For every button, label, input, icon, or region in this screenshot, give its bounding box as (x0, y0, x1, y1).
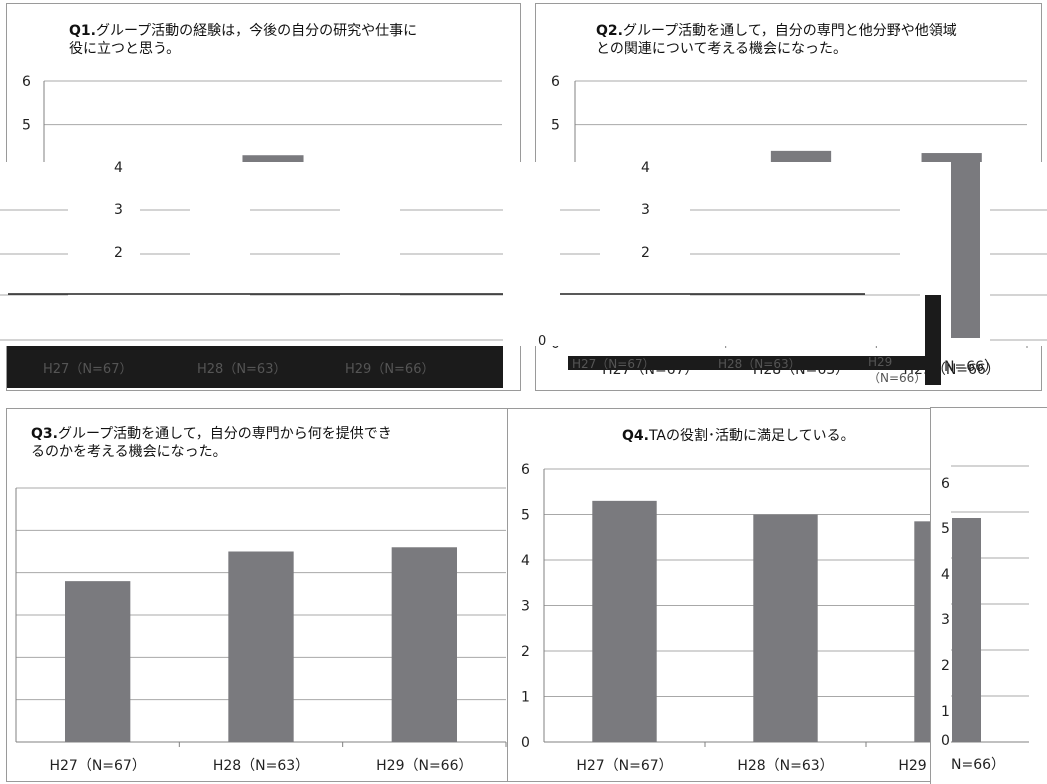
chart-qnum: Q1. (69, 23, 96, 39)
chart-qnum: Q4. (622, 428, 649, 444)
chart-title-line: との関連について考える機会になった。 (596, 41, 848, 57)
inset-tick: 3 (941, 612, 950, 628)
y-tick-label: 5 (521, 508, 530, 524)
inset-bar (952, 518, 981, 742)
strip-label: H29（N=66） (345, 362, 435, 377)
artifact-label-3b: 3 (641, 202, 650, 218)
bar (592, 500, 657, 742)
chart-qnum: Q2. (596, 23, 623, 39)
inset-tick: 6 (941, 476, 950, 492)
chart-title-line: 役に立つと思う。 (69, 41, 181, 57)
y-tick-label: 1 (521, 690, 530, 706)
x-tick-label: H27（N=67） (576, 758, 672, 774)
chart-title-q1: Q1.グループ活動の経験は，今後の自分の研究や仕事に 役に立つと思う。 (69, 22, 417, 58)
strip-label: H28（N=63） (718, 357, 801, 371)
artifact-label-2: 2 (114, 245, 123, 261)
inset-tick: 1 (941, 704, 950, 720)
inset-tick: 0 (941, 733, 950, 749)
x-tick-label: H29（N=66） (376, 758, 472, 774)
chart-title-q4: Q4.TAの役割･活動に満足している。 (622, 427, 855, 445)
bar-chart-q3: H27（N=67） H28（N=63） H29（N=66） (15, 487, 507, 774)
scan-artifact-black-strip: H27（N=67） H28（N=63） H29（N=66） (7, 346, 503, 388)
strip-label: H27（N=67） (43, 362, 133, 377)
artifact-label-2b: 2 (641, 245, 650, 261)
inset-tick: 5 (941, 521, 950, 537)
x-tick-label: H27（N=67） (49, 758, 145, 774)
chart-title-q2: Q2.グループ活動を通して，自分の専門と他分野や他領域 との関連について考える機… (596, 22, 957, 58)
chart-title-line: るのかを考える機会になった。 (31, 444, 227, 460)
chart-title-line: グループ活動を通して，自分の専門と他分野や他領域 (622, 23, 957, 39)
scan-artifact-band: 4 3 2 4 3 2 (0, 160, 1047, 346)
y-tick-label: 0 (521, 735, 530, 751)
strip-label: H29（N=66） (868, 355, 927, 385)
artifact-grid-lines (0, 162, 1047, 341)
y-tick-label: 3 (521, 599, 530, 615)
inset-n66: N=66） (951, 757, 1006, 773)
bar (65, 581, 131, 742)
y-tick-label: 4 (521, 553, 530, 569)
artifact-label-3: 3 (114, 202, 123, 218)
y-tick-label: 6 (521, 462, 530, 478)
y-tick-label: 6 (551, 74, 560, 90)
y-tick-label: 6 (22, 74, 31, 90)
scan-artifact-black-strip-right: H27（N=67） H28（N=63） H29（N=66） (568, 355, 928, 385)
artifact-zero: 0 (538, 334, 547, 349)
strip-label: H28（N=63） (197, 362, 287, 377)
artifact-bar (951, 162, 980, 338)
strip-label: H27（N=67） (572, 357, 655, 371)
y-tick-label: 5 (22, 118, 31, 134)
artifact-n66: N=66） (944, 359, 999, 375)
inset-grid (951, 465, 1029, 743)
artifact-label-4: 4 (114, 160, 123, 176)
chart-title-line: グループ活動の経験は，今後の自分の研究や仕事に (95, 23, 418, 39)
chart-title-line: グループ活動を通して，自分の専門から何を提供でき (57, 426, 392, 442)
y-tick-label: 5 (551, 118, 560, 134)
scan-artifact-inset: 6 5 4 3 2 1 0 N=66） (930, 407, 1047, 784)
bar (753, 514, 818, 742)
y-tick-label: 2 (521, 644, 530, 660)
bar (228, 551, 294, 742)
chart-title-q3: Q3.グループ活動を通して，自分の専門から何を提供でき るのかを考える機会になっ… (31, 425, 392, 461)
x-tick-label: H28（N=63） (737, 758, 833, 774)
inset-tick: 4 (941, 567, 950, 583)
bar (391, 547, 457, 742)
chart-title-line: TAの役割･活動に満足している。 (648, 428, 855, 444)
inset-tick: 2 (941, 658, 950, 674)
scan-artifact-black-bar (925, 295, 941, 385)
artifact-label-4b: 4 (641, 160, 650, 176)
x-tick-label: H28（N=63） (213, 758, 309, 774)
chart-qnum: Q3. (31, 426, 58, 442)
